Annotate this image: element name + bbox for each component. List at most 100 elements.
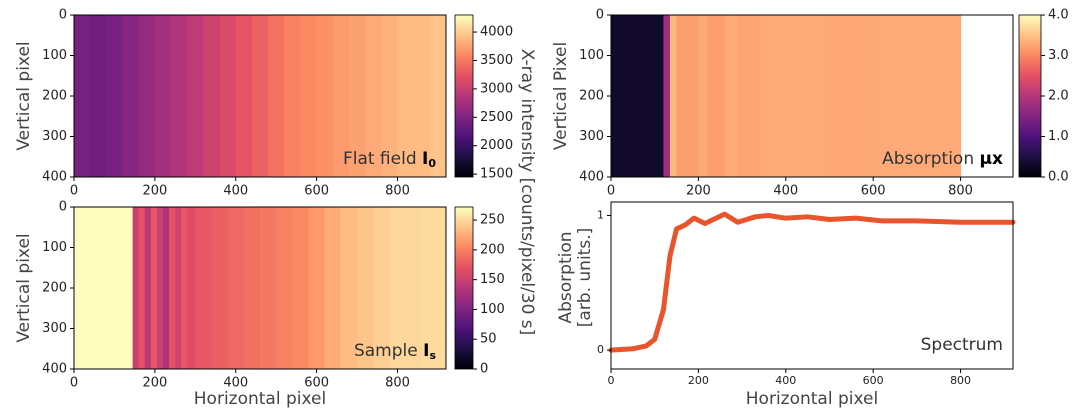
heatmap-cell — [873, 15, 918, 177]
heatmap-cell — [268, 15, 285, 177]
colorbar-tick-label: 4.0 — [1048, 8, 1069, 23]
heatmap-cell — [397, 15, 415, 177]
heatmap-cell — [340, 207, 358, 369]
y-tick-label: 0 — [59, 8, 67, 23]
heatmap-cell — [308, 207, 326, 369]
heatmap-cell — [332, 15, 350, 177]
y-tick-label: 0 — [59, 200, 67, 215]
colorbar — [454, 206, 474, 370]
heatmap-cell — [421, 207, 447, 369]
colorbar-tick-label: 0.0 — [1048, 170, 1069, 185]
heatmap-cell — [195, 207, 212, 369]
heatmap-cell — [74, 15, 91, 177]
x-tick-label: 200 — [142, 184, 167, 199]
annotation: Sample Is — [354, 341, 436, 362]
heatmap-cell — [300, 15, 318, 177]
annotation-text: Sample — [354, 341, 418, 361]
y-axis-label: Vertical Pixel — [551, 42, 571, 150]
annotation-text: Absorption — [882, 149, 974, 169]
heatmap-cell — [829, 15, 874, 177]
colorbar-tick-label: 3.0 — [1048, 48, 1069, 63]
plot-frame — [610, 201, 1014, 370]
heatmap-cell — [316, 15, 334, 177]
colorbar-tick-label: 150 — [480, 272, 505, 287]
y-tick-label: 200 — [579, 89, 604, 104]
x-tick-label: 800 — [385, 184, 410, 199]
heatmap-cell — [144, 207, 152, 369]
heatmap-cell — [138, 207, 146, 369]
x-tick-label: 800 — [385, 376, 410, 391]
y-tick-label: 300 — [579, 129, 604, 144]
colorbar-label: X-ray intensity [counts/pixel/30 s] — [517, 49, 537, 336]
colorbar — [454, 14, 474, 178]
colorbar-tick-label: 2500 — [480, 110, 513, 125]
x-tick-label: 800 — [950, 374, 971, 387]
heatmap-cell — [707, 15, 726, 177]
x-tick-label: 600 — [863, 374, 884, 387]
colorbar-tick-label: 100 — [480, 302, 505, 317]
heatmap-cell — [150, 207, 158, 369]
y-tick-label: 0 — [597, 343, 604, 356]
heatmap-cell — [381, 15, 398, 177]
heatmap-cell — [785, 15, 830, 177]
heatmap-cell — [211, 207, 229, 369]
heatmap-cell — [676, 15, 699, 177]
x-tick-label: 400 — [223, 376, 248, 391]
heatmap-cell — [429, 15, 447, 177]
x-tick-label: 0 — [70, 184, 78, 199]
heatmap-cell — [181, 207, 188, 369]
x-tick-label: 0 — [70, 376, 78, 391]
annotation: Flat field I0 — [343, 149, 436, 170]
heatmap-cell — [90, 15, 107, 177]
heatmap-cell — [219, 15, 237, 177]
heatmap-cell — [389, 207, 407, 369]
y-tick-label: 200 — [42, 89, 67, 104]
x-tick-label: 0 — [608, 374, 615, 387]
heatmap-cell — [74, 207, 134, 369]
heatmap-cell — [324, 207, 342, 369]
colorbar-tick-label: 3500 — [480, 53, 513, 68]
x-tick-label: 0 — [607, 184, 615, 199]
x-axis-label: Horizontal pixel — [746, 389, 878, 409]
y-tick-label: 300 — [42, 129, 67, 144]
annotation-symbol: μx — [980, 149, 1004, 169]
annotation-symbol: I — [423, 341, 429, 361]
y-tick-label: 100 — [579, 48, 604, 63]
heatmap-cell — [171, 15, 188, 177]
heatmap-cell — [251, 15, 269, 177]
colorbar-tick-label: 250 — [480, 213, 505, 228]
heatmap-cell — [698, 15, 708, 177]
y-tick-label: 400 — [42, 362, 67, 377]
y-tick-label: 100 — [42, 48, 67, 63]
colorbar — [1018, 14, 1042, 178]
y-tick-label: 100 — [42, 240, 67, 255]
heatmap-cell — [122, 15, 140, 177]
y-tick-label: 400 — [579, 170, 604, 185]
heatmap-cell — [203, 15, 221, 177]
colorbar-tick-label: 1500 — [480, 167, 513, 182]
heatmap-cell — [175, 207, 182, 369]
heatmap-cell — [154, 15, 172, 177]
colorbar-tick-label: 200 — [480, 242, 505, 257]
x-tick-label: 600 — [304, 184, 329, 199]
y-tick-label: 0 — [596, 8, 604, 23]
heatmap-cell — [916, 15, 962, 177]
x-tick-label: 600 — [861, 184, 886, 199]
x-tick-label: 200 — [686, 184, 711, 199]
heatmap-cell — [162, 207, 170, 369]
heatmap-cell — [138, 15, 156, 177]
heatmap-cell — [413, 15, 431, 177]
y-axis-label: [arb. units.] — [575, 228, 595, 327]
y-tick-label: 1 — [597, 208, 604, 221]
colorbar-tick-label: 2000 — [480, 138, 513, 153]
heatmap-cell — [235, 15, 253, 177]
heatmap-cell — [106, 15, 124, 177]
colorbar-tick-label: 50 — [480, 332, 497, 347]
annotation-subscript: s — [429, 349, 436, 362]
x-tick-label: 200 — [688, 374, 709, 387]
heatmap-cell — [611, 15, 664, 177]
x-tick-label: 400 — [775, 374, 796, 387]
annotation-subscript: 0 — [428, 157, 436, 170]
heatmap-cell — [292, 207, 310, 369]
